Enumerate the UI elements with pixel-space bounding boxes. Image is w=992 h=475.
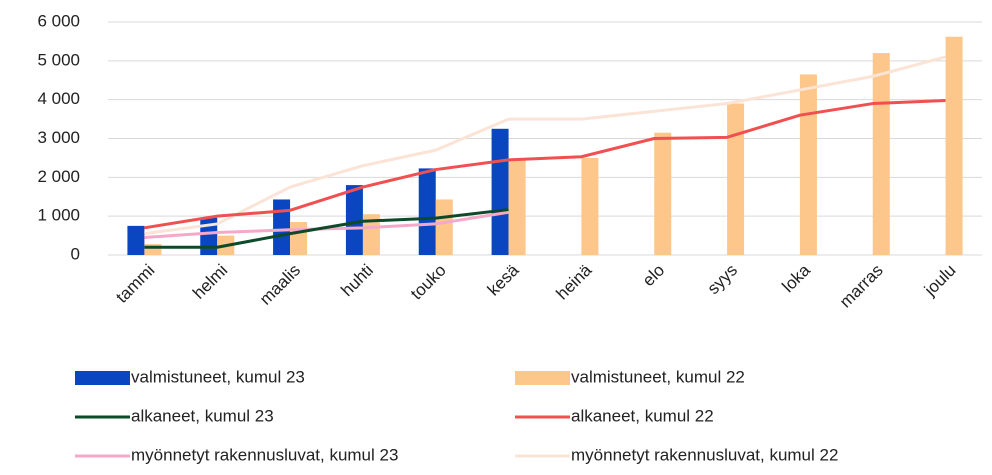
legend-label: valmistuneet, kumul 22: [571, 367, 745, 386]
line: [144, 208, 509, 249]
legend-label: myönnetyt rakennusluvat, kumul 23: [131, 445, 398, 464]
bar: [491, 128, 509, 255]
line: [144, 55, 946, 236]
x-tick-label: kesä: [484, 260, 523, 299]
y-tick-label: 4 000: [37, 89, 80, 108]
bar: [418, 168, 436, 255]
bar: [654, 132, 672, 255]
y-tick-label: 1 000: [37, 206, 80, 225]
y-tick-label: 3 000: [37, 128, 80, 147]
legend-label: alkaneet, kumul 23: [131, 406, 274, 425]
legend-label: alkaneet, kumul 22: [571, 406, 714, 425]
bar: [345, 185, 363, 255]
y-tick-label: 6 000: [37, 11, 80, 30]
bar: [581, 157, 599, 255]
bar: [945, 36, 963, 255]
bar: [273, 199, 291, 255]
x-tick-label: loka: [778, 260, 814, 296]
y-tick-label: 0: [71, 244, 80, 263]
x-tick-label: helmi: [189, 261, 231, 303]
bar: [144, 244, 162, 255]
y-tick-label: 2 000: [37, 167, 80, 186]
bar: [290, 221, 308, 255]
x-tick-label: huhti: [337, 261, 377, 301]
bar: [435, 199, 453, 255]
legend-label: valmistuneet, kumul 23: [131, 367, 305, 386]
bar: [508, 159, 526, 255]
x-tick-label: tammi: [112, 261, 158, 307]
bar: [127, 225, 145, 255]
line: [144, 98, 946, 230]
x-tick-label: syys: [704, 261, 741, 298]
bar: [362, 214, 380, 255]
x-tick-label: touko: [407, 261, 450, 304]
y-tick-label: 5 000: [37, 50, 80, 69]
bar: [872, 53, 890, 255]
legend-swatch: [75, 371, 130, 385]
x-tick-label: elo: [639, 261, 668, 290]
x-tick-label: joulu: [920, 261, 960, 301]
legend-label: myönnetyt rakennusluvat, kumul 22: [571, 445, 838, 464]
bar: [799, 74, 817, 255]
x-tick-label: heinä: [553, 260, 596, 303]
x-tick-label: maalis: [256, 261, 304, 309]
legend-swatch: [515, 371, 570, 385]
x-tick-label: marras: [836, 261, 887, 312]
bar: [727, 103, 745, 255]
